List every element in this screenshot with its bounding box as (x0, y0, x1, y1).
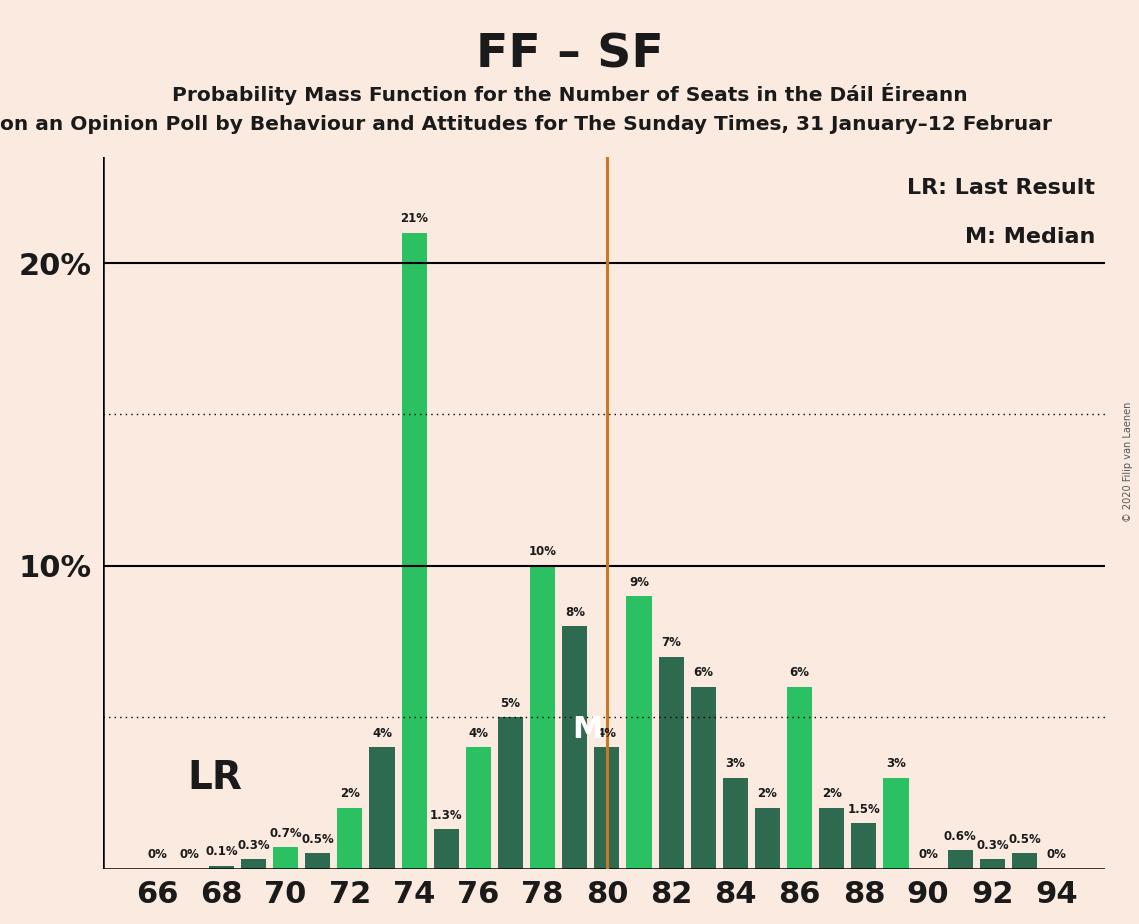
Bar (595, 748, 620, 869)
Bar (337, 808, 362, 869)
Text: 6%: 6% (694, 666, 713, 679)
Text: 0.1%: 0.1% (205, 845, 238, 858)
Text: 1.5%: 1.5% (847, 803, 880, 816)
Text: 0.6%: 0.6% (944, 830, 976, 843)
Text: 0%: 0% (147, 848, 167, 861)
Bar (402, 233, 427, 869)
Text: 8%: 8% (565, 606, 584, 619)
Text: 0.5%: 0.5% (1008, 833, 1041, 845)
Text: 21%: 21% (400, 213, 428, 225)
Text: 3%: 3% (886, 757, 906, 771)
Bar (1011, 854, 1036, 869)
Text: 2%: 2% (757, 787, 778, 800)
Text: on an Opinion Poll by Behaviour and Attitudes for The Sunday Times, 31 January–1: on an Opinion Poll by Behaviour and Atti… (0, 116, 1052, 135)
Text: M: Median: M: Median (965, 226, 1096, 247)
Text: LR: LR (188, 759, 243, 796)
Text: M: M (573, 715, 603, 744)
Bar (626, 596, 652, 869)
Bar (498, 717, 523, 869)
Text: © 2020 Filip van Laenen: © 2020 Filip van Laenen (1123, 402, 1133, 522)
Bar (369, 748, 394, 869)
Bar (948, 850, 973, 869)
Text: 0%: 0% (1047, 848, 1066, 861)
Bar (241, 859, 267, 869)
Text: LR: Last Result: LR: Last Result (907, 178, 1096, 199)
Text: 0.3%: 0.3% (237, 839, 270, 852)
Text: 1.3%: 1.3% (429, 808, 462, 821)
Text: 10%: 10% (528, 545, 557, 558)
Bar (434, 829, 459, 869)
Bar (305, 854, 330, 869)
Bar (884, 778, 909, 869)
Bar (851, 823, 876, 869)
Bar (819, 808, 844, 869)
Text: 4%: 4% (597, 727, 617, 740)
Text: 0.7%: 0.7% (269, 827, 302, 840)
Bar (563, 626, 588, 869)
Bar (530, 565, 555, 869)
Text: 2%: 2% (339, 787, 360, 800)
Bar (208, 866, 233, 869)
Bar (690, 687, 715, 869)
Bar (787, 687, 812, 869)
Text: Probability Mass Function for the Number of Seats in the Dáil Éireann: Probability Mass Function for the Number… (172, 83, 967, 105)
Bar (723, 778, 748, 869)
Text: 5%: 5% (500, 697, 521, 710)
Bar (755, 808, 780, 869)
Text: 0%: 0% (918, 848, 939, 861)
Bar (658, 657, 683, 869)
Text: 0%: 0% (179, 848, 199, 861)
Text: 3%: 3% (726, 757, 745, 771)
Text: 4%: 4% (468, 727, 489, 740)
Text: 0.3%: 0.3% (976, 839, 1009, 852)
Bar (273, 847, 298, 869)
Text: 6%: 6% (789, 666, 810, 679)
Bar (466, 748, 491, 869)
Text: FF – SF: FF – SF (476, 32, 663, 78)
Text: 7%: 7% (662, 636, 681, 649)
Text: 4%: 4% (372, 727, 392, 740)
Text: 2%: 2% (822, 787, 842, 800)
Bar (980, 859, 1005, 869)
Text: 0.5%: 0.5% (302, 833, 334, 845)
Text: 9%: 9% (629, 576, 649, 589)
